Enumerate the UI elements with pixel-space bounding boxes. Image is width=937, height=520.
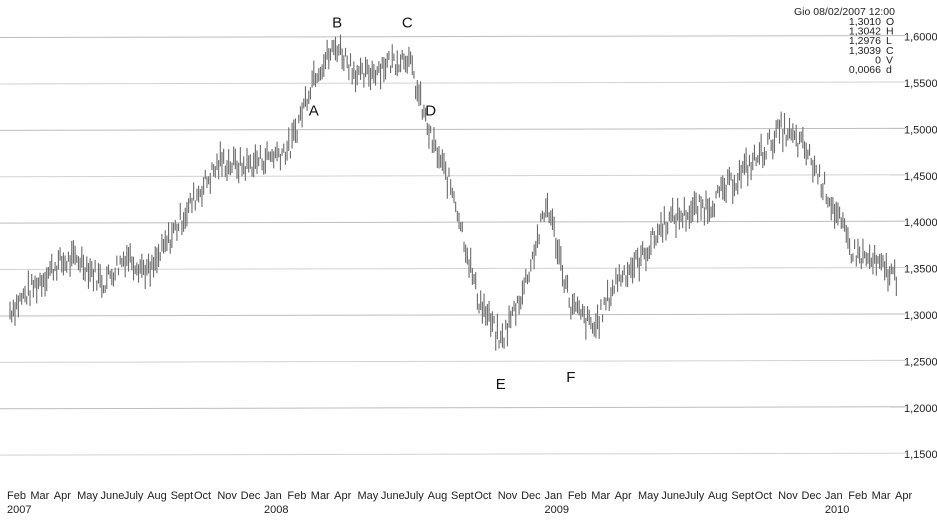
info-value: 1,2976: [849, 35, 881, 47]
info-key: C: [886, 45, 894, 57]
y-tick-label: 1,5000: [904, 124, 937, 136]
x-tick-label: Oct: [474, 490, 491, 502]
grid-line: [0, 406, 906, 410]
y-tick-label: 1,3500: [904, 264, 937, 276]
x-tick-label: Nov: [778, 490, 798, 502]
price-bars: [9, 34, 897, 351]
grid-line: [0, 35, 906, 39]
x-tick-label: Nov: [217, 490, 237, 502]
x-axis-ticks: Feb Mar Apr May June July Aug Sept Oct Nov Dec Jan F…: [7, 490, 912, 516]
x-tick-label: Oct: [194, 490, 211, 502]
annotation-label: A: [309, 102, 319, 119]
x-tick-label: Jan: [264, 490, 282, 502]
x-tick-label: Apr: [334, 490, 351, 502]
y-tick-label: 1,6000: [904, 32, 937, 44]
info-key: O: [886, 16, 894, 28]
info-key: d: [886, 64, 892, 76]
x-tick-label: June: [381, 490, 405, 502]
y-tick-label: 1,2500: [904, 356, 937, 368]
x-tick-label: Mar: [591, 490, 610, 502]
x-tick-label: Feb: [287, 490, 306, 502]
y-tick-label: 1,1500: [904, 449, 937, 461]
y-tick-label: 1,5500: [904, 78, 937, 90]
x-tick-label: Sept: [451, 490, 474, 502]
x-tick-label: Sept: [731, 490, 754, 502]
x-tick-label: Nov: [498, 490, 518, 502]
info-value: 1,3042: [849, 26, 881, 38]
info-value: 1,3010: [849, 16, 881, 28]
x-tick-label: Dec: [802, 490, 822, 502]
x-tick-label: June: [100, 490, 124, 502]
x-tick-label: Aug: [708, 490, 728, 502]
x-tick-label: May: [77, 490, 98, 502]
year-label: 2007: [7, 504, 31, 516]
annotation-label: E: [496, 376, 506, 393]
x-tick-label: May: [638, 490, 659, 502]
y-tick-label: 1,4500: [904, 171, 937, 183]
x-tick-label: Feb: [848, 490, 867, 502]
x-tick-label: May: [358, 490, 379, 502]
y-tick-label: 1,3000: [904, 310, 937, 322]
annotation-label: B: [332, 14, 342, 31]
info-box: Gio 08/02/2007 12:001,3010 O 1,3042 H 1,2976…: [794, 6, 895, 76]
info-key: V: [886, 54, 893, 66]
x-tick-label: Feb: [568, 490, 587, 502]
info-key: L: [886, 35, 892, 47]
info-value: 1,3039: [849, 45, 881, 57]
grid-line: [0, 220, 906, 224]
x-tick-label: Apr: [615, 490, 632, 502]
y-tick-label: 1,4000: [904, 217, 937, 229]
y-axis-ticks: 1,1500 1,2000 1,2500 1,3000 1,3500 1,4000 1,45…: [904, 32, 937, 462]
x-tick-label: Jan: [544, 490, 562, 502]
grid-line: [0, 127, 906, 131]
x-tick-label: Feb: [7, 490, 26, 502]
info-value: 0: [875, 54, 881, 66]
annotation-label: D: [425, 102, 436, 119]
x-tick-label: Mar: [30, 490, 49, 502]
x-tick-label: June: [661, 490, 685, 502]
x-tick-label: Apr: [895, 490, 912, 502]
grid-line: [0, 174, 906, 178]
annotations: A B C D E F: [309, 14, 576, 393]
x-tick-label: July: [404, 490, 424, 502]
year-label: 2010: [825, 504, 849, 516]
grid-line: [0, 267, 906, 271]
x-tick-label: Mar: [311, 490, 330, 502]
grid-line: [0, 313, 906, 317]
grid-line: [0, 81, 906, 85]
x-tick-label: Aug: [147, 490, 167, 502]
x-tick-label: Aug: [428, 490, 448, 502]
x-tick-label: Mar: [872, 490, 891, 502]
grid-line: [0, 359, 906, 363]
year-label: 2009: [544, 504, 568, 516]
annotation-label: F: [566, 369, 575, 386]
x-tick-label: July: [124, 490, 144, 502]
info-value: 0,0066: [849, 64, 881, 76]
y-tick-label: 1,2000: [904, 403, 937, 415]
grid-lines: [0, 35, 906, 456]
year-label: 2008: [264, 504, 288, 516]
x-tick-label: Dec: [241, 490, 261, 502]
x-tick-label: Apr: [54, 490, 71, 502]
x-tick-label: Sept: [171, 490, 194, 502]
grid-line: [0, 452, 906, 456]
info-key: H: [886, 26, 894, 38]
annotation-label: C: [402, 14, 413, 31]
x-tick-label: July: [685, 490, 705, 502]
x-tick-label: Oct: [755, 490, 772, 502]
info-header: Gio 08/02/2007 12:00: [794, 6, 895, 18]
x-tick-label: Jan: [825, 490, 843, 502]
x-tick-label: Dec: [521, 490, 541, 502]
